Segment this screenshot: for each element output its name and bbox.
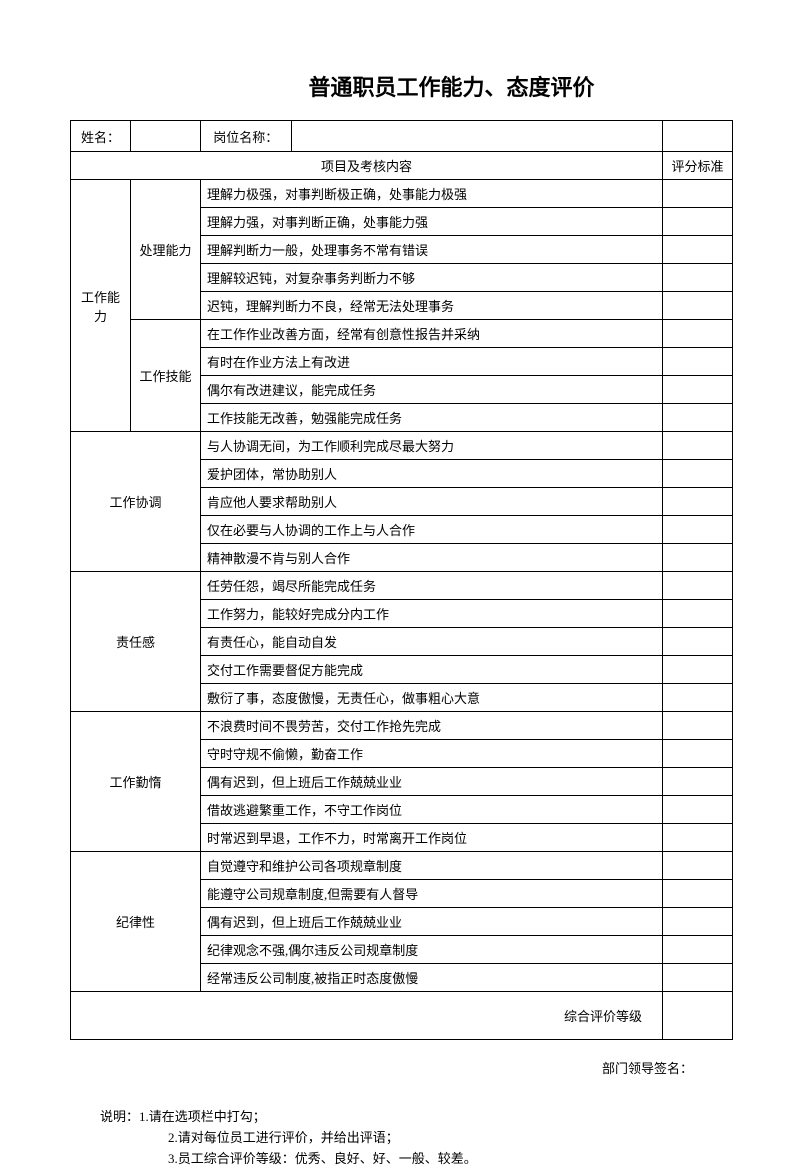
score-cell[interactable] [663,796,733,824]
subcategory-label: 工作技能 [131,320,201,432]
category-label: 纪律性 [71,852,201,992]
score-cell[interactable] [663,740,733,768]
item-text: 能遵守公司规章制度,但需要有人督导 [201,880,663,908]
score-cell[interactable] [663,936,733,964]
item-text: 有时在作业方法上有改进 [201,348,663,376]
item-text: 交付工作需要督促方能完成 [201,656,663,684]
score-cell[interactable] [663,180,733,208]
item-text: 有责任心，能自动自发 [201,628,663,656]
score-cell[interactable] [663,264,733,292]
item-text: 迟钝，理解判断力不良，经常无法处理事务 [201,292,663,320]
position-cell: 岗位名称： [201,121,663,152]
notes-item: 2.请对每位员工进行评价，并给出评语； [100,1128,733,1149]
name-value[interactable] [131,121,201,152]
score-cell[interactable] [663,684,733,712]
score-cell[interactable] [663,880,733,908]
item-text: 经常违反公司制度,被指正时态度傲慢 [201,964,663,992]
item-text: 理解力强，对事判断正确，处事能力强 [201,208,663,236]
item-text: 与人协调无间，为工作顺利完成尽最大努力 [201,432,663,460]
item-text: 自觉遵守和维护公司各项规章制度 [201,852,663,880]
item-text: 肯应他人要求帮助别人 [201,488,663,516]
position-label: 岗位名称： [201,121,291,151]
item-text: 时常迟到早退，工作不力，时常离开工作岗位 [201,824,663,852]
info-blank [663,121,733,152]
score-header: 评分标准 [663,152,733,180]
score-cell[interactable] [663,572,733,600]
score-cell[interactable] [663,348,733,376]
item-text: 精神散漫不肯与别人合作 [201,544,663,572]
score-cell[interactable] [663,292,733,320]
score-cell[interactable] [663,236,733,264]
score-cell[interactable] [663,712,733,740]
category-label: 责任感 [71,572,201,712]
item-text: 偶有迟到，但上班后工作兢兢业业 [201,768,663,796]
score-cell[interactable] [663,488,733,516]
item-text: 工作努力，能较好完成分内工作 [201,600,663,628]
score-cell[interactable] [663,768,733,796]
table-row: 工作协调 与人协调无间，为工作顺利完成尽最大努力 [71,432,733,460]
category-label: 工作勤惰 [71,712,201,852]
item-text: 理解力极强，对事判断极正确，处事能力极强 [201,180,663,208]
section-header-row: 项目及考核内容 评分标准 [71,152,733,180]
score-cell[interactable] [663,656,733,684]
score-cell[interactable] [663,964,733,992]
score-cell[interactable] [663,432,733,460]
page-title: 普通职员工作能力、态度评价 [70,70,733,102]
table-row: 责任感 任劳任怨，竭尽所能完成任务 [71,572,733,600]
score-cell[interactable] [663,908,733,936]
item-text: 偶尔有改进建议，能完成任务 [201,376,663,404]
item-text: 不浪费时间不畏劳苦，交付工作抢先完成 [201,712,663,740]
item-text: 纪律观念不强,偶尔违反公司规章制度 [201,936,663,964]
score-cell[interactable] [663,404,733,432]
table-row: 工作勤惰 不浪费时间不畏劳苦，交付工作抢先完成 [71,712,733,740]
name-label: 姓名： [71,121,131,152]
score-cell[interactable] [663,544,733,572]
item-text: 理解较迟钝，对复杂事务判断力不够 [201,264,663,292]
item-text: 仅在必要与人协调的工作上与人合作 [201,516,663,544]
final-row: 综合评价等级 [71,992,733,1040]
item-text: 理解判断力一般，处理事务不常有错误 [201,236,663,264]
notes-section: 说明：1.请在选项栏中打勾； 2.请对每位员工进行评价，并给出评语； 3.员工综… [70,1107,733,1169]
score-cell[interactable] [663,320,733,348]
category-label: 工作能力 [71,180,131,432]
score-cell[interactable] [663,208,733,236]
score-cell[interactable] [663,852,733,880]
score-cell[interactable] [663,600,733,628]
table-row: 工作技能 在工作作业改善方面，经常有创意性报告并采纳 [71,320,733,348]
score-cell[interactable] [663,376,733,404]
score-cell[interactable] [663,460,733,488]
item-text: 借故逃避繁重工作，不守工作岗位 [201,796,663,824]
signature-label: 部门领导签名： [70,1058,733,1077]
item-text: 偶有迟到，但上班后工作兢兢业业 [201,908,663,936]
subcategory-label: 处理能力 [131,180,201,320]
table-row: 纪律性 自觉遵守和维护公司各项规章制度 [71,852,733,880]
item-text: 任劳任怨，竭尽所能完成任务 [201,572,663,600]
notes-item: 3.员工综合评价等级：优秀、良好、好、一般、较差。 [100,1149,733,1169]
evaluation-table: 姓名： 岗位名称： 项目及考核内容 评分标准 工作能力 处理能力 理解力极强，对… [70,120,733,1040]
item-text: 在工作作业改善方面，经常有创意性报告并采纳 [201,320,663,348]
table-row: 工作能力 处理能力 理解力极强，对事判断极正确，处事能力极强 [71,180,733,208]
final-grade-cell[interactable] [663,992,733,1040]
item-text: 工作技能无改善，勉强能完成任务 [201,404,663,432]
position-value[interactable] [291,121,662,151]
score-cell[interactable] [663,628,733,656]
info-row: 姓名： 岗位名称： [71,121,733,152]
item-text: 敷衍了事，态度傲慢，无责任心，做事粗心大意 [201,684,663,712]
category-label: 工作协调 [71,432,201,572]
score-cell[interactable] [663,516,733,544]
score-cell[interactable] [663,824,733,852]
final-label: 综合评价等级 [71,992,663,1040]
content-header: 项目及考核内容 [71,152,663,180]
item-text: 守时守规不偷懒，勤奋工作 [201,740,663,768]
item-text: 爱护团体，常协助别人 [201,460,663,488]
